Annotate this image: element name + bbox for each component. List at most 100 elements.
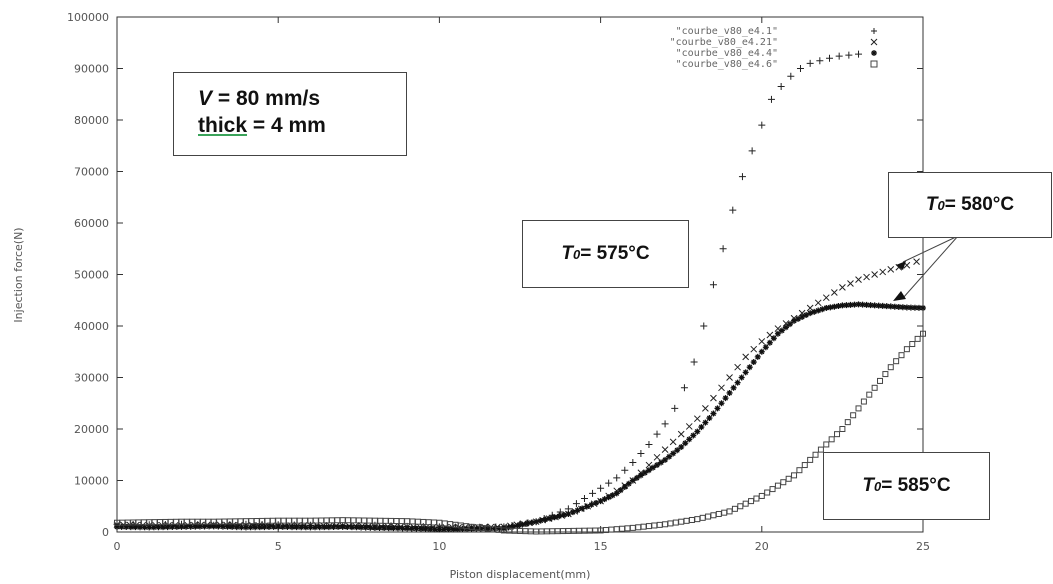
data-point-star xyxy=(682,440,689,447)
x-axis: 0 5 10 15 20 25 xyxy=(114,17,930,553)
data-point-star xyxy=(698,424,705,431)
data-point-star xyxy=(450,526,457,533)
data-point-square xyxy=(533,528,540,535)
data-point-square xyxy=(774,482,781,489)
data-point-star xyxy=(219,523,226,530)
data-point-star xyxy=(670,450,677,457)
data-point-star xyxy=(730,384,737,391)
data-point-square xyxy=(350,517,357,524)
data-point-star xyxy=(127,524,134,531)
data-point-star xyxy=(579,505,586,512)
data-point-star xyxy=(831,303,838,310)
data-point-star xyxy=(436,526,443,533)
y-tick-label: 50000 xyxy=(74,269,109,282)
data-point-star xyxy=(770,335,777,342)
temperature-value: = 585°C xyxy=(881,475,951,496)
x-tick-label: 15 xyxy=(594,540,608,553)
data-point-star xyxy=(118,523,125,530)
data-point-star xyxy=(201,523,208,530)
data-point-star xyxy=(169,523,176,530)
data-point-plus xyxy=(758,121,766,129)
data-point-plus xyxy=(653,430,661,438)
data-point-star xyxy=(394,525,401,532)
data-point-plus xyxy=(738,173,746,181)
data-point-star xyxy=(867,302,874,309)
data-point-star xyxy=(629,477,636,484)
data-point-star xyxy=(233,524,240,531)
annotation-arrowhead xyxy=(893,291,906,301)
data-point-square xyxy=(871,384,878,391)
data-point-star xyxy=(911,304,918,311)
data-point-star xyxy=(592,499,599,506)
data-point-star xyxy=(895,303,902,310)
data-point-star xyxy=(192,523,199,530)
data-point-plus xyxy=(700,322,708,330)
data-point-star xyxy=(641,469,648,476)
data-point-cross xyxy=(887,265,895,273)
data-point-star xyxy=(738,374,745,381)
data-point-star xyxy=(601,496,608,503)
data-point-star xyxy=(178,523,185,530)
data-point-star xyxy=(265,523,272,530)
data-point-plus xyxy=(871,28,877,34)
data-point-star xyxy=(362,524,369,531)
data-point-square xyxy=(903,346,910,353)
data-point-star xyxy=(279,523,286,530)
legend-label: "courbe_v80_e4.4" xyxy=(676,48,778,59)
data-point-plus xyxy=(605,479,613,487)
data-point-star xyxy=(141,524,148,531)
x-tick-label: 10 xyxy=(432,540,446,553)
legend-label: "courbe_v80_e4.21" xyxy=(670,37,778,48)
data-point-square xyxy=(651,522,658,529)
data-point-square xyxy=(361,517,368,524)
data-point-square xyxy=(339,517,346,524)
data-point-star xyxy=(335,523,342,530)
data-point-star xyxy=(871,50,877,56)
data-point-square xyxy=(780,479,787,486)
data-point-star xyxy=(920,304,926,311)
speed-label: V = 80 mm/s xyxy=(198,85,406,112)
data-point-star xyxy=(330,523,337,530)
data-point-cross xyxy=(830,289,838,296)
legend: "courbe_v80_e4.1""courbe_v80_e4.21""cour… xyxy=(670,26,878,70)
data-point-square xyxy=(710,512,717,519)
data-point-cross xyxy=(710,394,717,402)
data-point-star xyxy=(742,369,749,376)
x-tick-label: 25 xyxy=(916,540,930,553)
data-point-square xyxy=(694,516,701,523)
x-axis-title: Piston displacement(mm) xyxy=(450,568,591,581)
data-point-star xyxy=(903,304,910,311)
data-point-cross xyxy=(685,423,693,430)
data-point-cross xyxy=(879,268,887,276)
data-point-star xyxy=(750,359,757,366)
y-axis: 0 10000 20000 30000 40000 50000 60000 70000 8000… xyxy=(67,11,923,539)
data-point-star xyxy=(238,524,245,531)
data-point-square xyxy=(640,523,647,530)
data-point-star xyxy=(247,524,254,531)
data-point-star xyxy=(385,525,392,532)
data-point-star xyxy=(899,304,906,311)
data-point-cross xyxy=(814,299,822,307)
y-tick-label: 30000 xyxy=(74,372,109,385)
data-point-star xyxy=(358,524,365,531)
legend-label: "courbe_v80_e4.1" xyxy=(676,26,778,37)
data-point-square xyxy=(909,341,916,348)
data-point-star xyxy=(588,501,595,508)
data-point-star xyxy=(307,524,314,531)
data-point-star xyxy=(887,303,894,310)
data-point-star xyxy=(782,324,789,331)
data-point-star xyxy=(459,526,466,533)
data-point-cross xyxy=(871,271,878,278)
data-point-star xyxy=(625,480,632,487)
data-point-square xyxy=(764,489,771,496)
data-point-square xyxy=(855,405,862,412)
data-point-star xyxy=(694,428,701,435)
data-point-square xyxy=(366,517,373,524)
data-point-star xyxy=(413,525,420,532)
data-point-star xyxy=(758,348,765,355)
data-point-star xyxy=(215,523,222,530)
data-point-star xyxy=(605,494,612,501)
data-point-star xyxy=(427,526,434,533)
data-point-cross xyxy=(653,453,661,461)
